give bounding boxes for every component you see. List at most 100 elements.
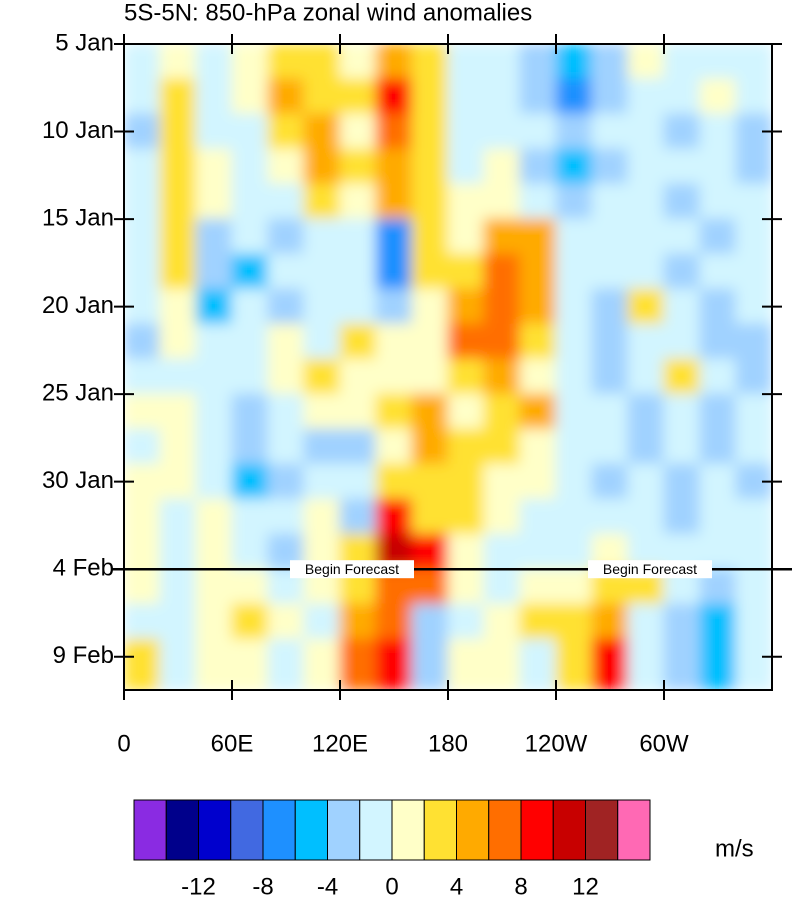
- colorbar-box: [552, 799, 586, 861]
- cell: [375, 498, 413, 535]
- cell: [231, 533, 269, 570]
- cell: [627, 323, 665, 360]
- cell: [231, 638, 269, 690]
- cell: [591, 638, 629, 690]
- cell: [411, 498, 449, 535]
- cell: [231, 393, 269, 430]
- cell: [231, 428, 269, 465]
- cell: [519, 78, 557, 115]
- cell: [699, 218, 737, 255]
- cell: [591, 44, 629, 80]
- colorbar-box: [262, 799, 296, 861]
- cell: [267, 393, 305, 430]
- cell: [663, 603, 701, 640]
- cell: [483, 323, 521, 360]
- cell: [519, 428, 557, 465]
- cell: [555, 323, 593, 360]
- cell: [159, 603, 197, 640]
- cell: [303, 148, 341, 185]
- colorbar-label: 0: [385, 873, 398, 899]
- cell: [375, 148, 413, 185]
- cell: [159, 253, 197, 290]
- cell: [663, 218, 701, 255]
- cell: [519, 358, 557, 395]
- cell: [267, 78, 305, 115]
- cell: [663, 183, 701, 220]
- cell: [124, 393, 161, 430]
- cell: [447, 603, 485, 640]
- cell: [591, 603, 629, 640]
- cell: [195, 78, 233, 115]
- cell: [519, 498, 557, 535]
- cell: [555, 638, 593, 690]
- cell: [231, 323, 269, 360]
- cell: [699, 253, 737, 290]
- cell: [555, 148, 593, 185]
- cell: [303, 44, 341, 80]
- cell: [411, 183, 449, 220]
- forecast-label: Begin Forecast: [305, 561, 399, 577]
- x-tick-label: 60W: [639, 730, 689, 757]
- cell: [447, 113, 485, 150]
- y-tick-label: 15 Jan: [42, 204, 114, 231]
- cell: [627, 463, 665, 500]
- cell: [375, 253, 413, 290]
- cell: [555, 358, 593, 395]
- cell: [519, 218, 557, 255]
- cell: [231, 148, 269, 185]
- cell: [303, 358, 341, 395]
- cell: [124, 638, 161, 690]
- cell: [627, 148, 665, 185]
- cell: [591, 78, 629, 115]
- cell: [411, 428, 449, 465]
- cell: [699, 323, 737, 360]
- cell: [267, 183, 305, 220]
- cell: [591, 253, 629, 290]
- cell: [735, 78, 772, 115]
- y-tick-label: 4 Feb: [53, 555, 114, 582]
- colorbar-box: [133, 799, 167, 861]
- cell: [339, 218, 377, 255]
- cell: [411, 253, 449, 290]
- cell: [267, 638, 305, 690]
- cell: [555, 253, 593, 290]
- cell: [267, 323, 305, 360]
- cell: [555, 393, 593, 430]
- cell: [627, 358, 665, 395]
- cell: [303, 638, 341, 690]
- cell: [411, 288, 449, 325]
- cell: [663, 428, 701, 465]
- cell: [195, 218, 233, 255]
- cell: [663, 358, 701, 395]
- cell: [447, 568, 485, 605]
- cell: [231, 463, 269, 500]
- cell: [195, 428, 233, 465]
- cell: [591, 183, 629, 220]
- cell: [735, 253, 772, 290]
- cell: [627, 393, 665, 430]
- y-tick-label: 25 Jan: [42, 379, 114, 406]
- x-tick-label: 180: [428, 730, 468, 757]
- cell: [124, 603, 161, 640]
- cell: [375, 463, 413, 500]
- cell: [519, 393, 557, 430]
- cell: [663, 393, 701, 430]
- cell: [159, 323, 197, 360]
- y-tick-label: 9 Feb: [53, 642, 114, 669]
- cell: [303, 463, 341, 500]
- cell: [519, 533, 557, 570]
- cell: [159, 393, 197, 430]
- cell: [627, 638, 665, 690]
- cell: [411, 148, 449, 185]
- cell: [699, 113, 737, 150]
- cell: [411, 323, 449, 360]
- cell: [591, 463, 629, 500]
- cell: [699, 428, 737, 465]
- colorbar-box: [520, 799, 554, 861]
- cell: [663, 253, 701, 290]
- cell: [375, 638, 413, 690]
- cell: [159, 533, 197, 570]
- cell: [519, 603, 557, 640]
- cell: [519, 638, 557, 690]
- cell: [375, 393, 413, 430]
